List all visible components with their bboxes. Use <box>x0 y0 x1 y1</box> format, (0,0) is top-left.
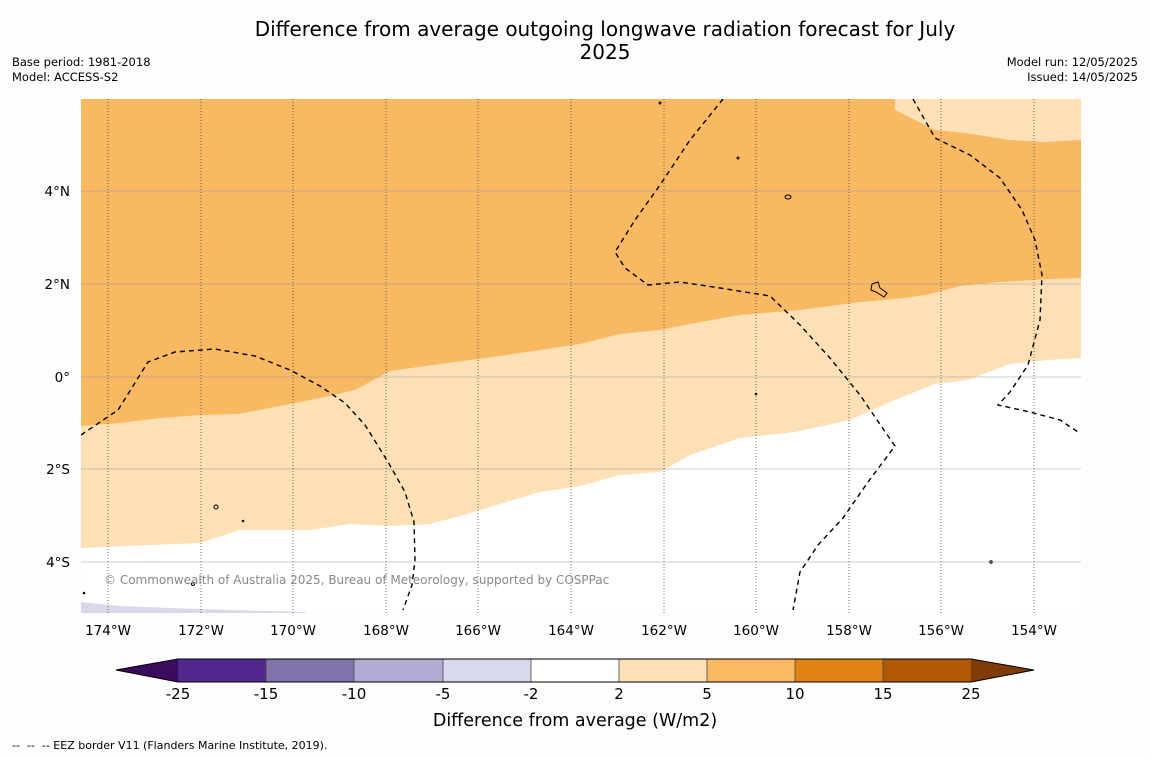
island-5 <box>736 156 740 160</box>
x-tick-label: 158°W <box>826 623 872 639</box>
anomaly-band-5-10 <box>81 99 1081 426</box>
island-8 <box>754 392 758 396</box>
issued-text: Issued: 14/05/2025 <box>1027 70 1138 84</box>
eez-borders <box>81 99 1079 611</box>
island-9 <box>82 591 86 595</box>
meta-left: Base period: 1981-2018 Model: ACCESS-S2 <box>12 55 151 85</box>
x-tick-label: 156°W <box>918 623 964 639</box>
colorbar-tick-label: 15 <box>873 685 892 703</box>
eez-footnote: -- -- -- EEZ border V11 (Flanders Marine… <box>12 739 328 752</box>
x-tick-label: 172°W <box>178 623 224 639</box>
colorbar-swatch <box>443 659 531 682</box>
x-tick-label: 174°W <box>85 623 131 639</box>
colorbar-tick-label: -5 <box>436 685 451 703</box>
colorbar-tick-label: 10 <box>785 685 804 703</box>
y-tick-labels: 4°N 2°N 0° 2°S 4°S <box>45 184 70 571</box>
y-tick-label: 0° <box>55 370 70 386</box>
island-2 <box>213 504 219 510</box>
island-4 <box>191 582 195 586</box>
colorbar-swatch <box>883 659 971 682</box>
base-period-text: Base period: 1981-2018 <box>12 55 151 69</box>
model-text: Model: ACCESS-S2 <box>12 70 119 84</box>
colorbar-swatch <box>707 659 795 682</box>
colorbar-tick-label: -15 <box>254 685 279 703</box>
island-kiritimati <box>870 281 888 298</box>
colorbar-tick-labels: -25 -15 -10 -5 -2 2 5 10 15 25 <box>166 685 981 703</box>
colorbar: -25 -15 -10 -5 -2 2 5 10 15 25 Differenc… <box>115 658 1035 731</box>
colorbar-swatch <box>354 659 443 682</box>
colorbar-tick-label: 25 <box>961 685 980 703</box>
island-1 <box>784 194 792 200</box>
y-tick-label: 2°N <box>45 277 70 293</box>
anomaly-band-neg5-neg2 <box>81 602 306 613</box>
colorbar-tick-label: -2 <box>524 685 539 703</box>
model-run-text: Model run: 12/05/2025 <box>1006 55 1138 69</box>
colorbar-tick-label: -10 <box>342 685 367 703</box>
colorbar-tick-label: -25 <box>166 685 191 703</box>
x-tick-labels: 174°W 172°W 170°W 168°W 166°W 164°W 162°… <box>85 623 1057 639</box>
eez-border-east <box>912 99 1079 433</box>
meta-right: Model run: 12/05/2025 Issued: 14/05/2025 <box>1007 55 1138 85</box>
colorbar-dividers <box>265 659 884 682</box>
x-tick-label: 166°W <box>455 623 501 639</box>
colorbar-swatch <box>178 659 266 682</box>
colorbar-swatch-below <box>116 659 178 682</box>
y-tick-label: 4°S <box>46 555 70 571</box>
colorbar-swatch <box>266 659 354 682</box>
y-tick-label: 4°N <box>45 184 70 200</box>
island-7 <box>241 519 245 523</box>
x-tick-label: 170°W <box>270 623 316 639</box>
x-tick-label: 168°W <box>363 623 409 639</box>
x-tick-label: 162°W <box>641 623 687 639</box>
colorbar-swatch <box>795 659 883 682</box>
copyright-text: © Commonwealth of Australia 2025, Bureau… <box>104 573 609 587</box>
x-tick-label: 154°W <box>1011 623 1057 639</box>
colorbar-swatch <box>619 659 707 682</box>
x-tick-label: 164°W <box>548 623 594 639</box>
y-tick-label: 2°S <box>46 462 70 478</box>
latitude-gridlines <box>81 190 1081 563</box>
colorbar-outline <box>115 658 1035 683</box>
page-title: Difference from average outgoing longwav… <box>254 17 956 64</box>
islands <box>82 101 993 595</box>
eez-border-kiribati-west <box>81 348 416 611</box>
colorbar-swatches <box>116 659 1034 682</box>
colorbar-swatch <box>531 659 619 682</box>
colorbar-title: Difference from average (W/m2) <box>433 711 717 731</box>
island-6 <box>658 101 662 105</box>
map-plot-area: © Commonwealth of Australia 2025, Bureau… <box>81 99 1081 613</box>
colorbar-tick-label: 5 <box>702 685 712 703</box>
x-tick-label: 160°W <box>733 623 779 639</box>
eez-border-central <box>614 99 896 611</box>
island-3 <box>989 560 993 564</box>
colorbar-swatch-above <box>971 659 1034 682</box>
colorbar-tick-label: 2 <box>614 685 624 703</box>
